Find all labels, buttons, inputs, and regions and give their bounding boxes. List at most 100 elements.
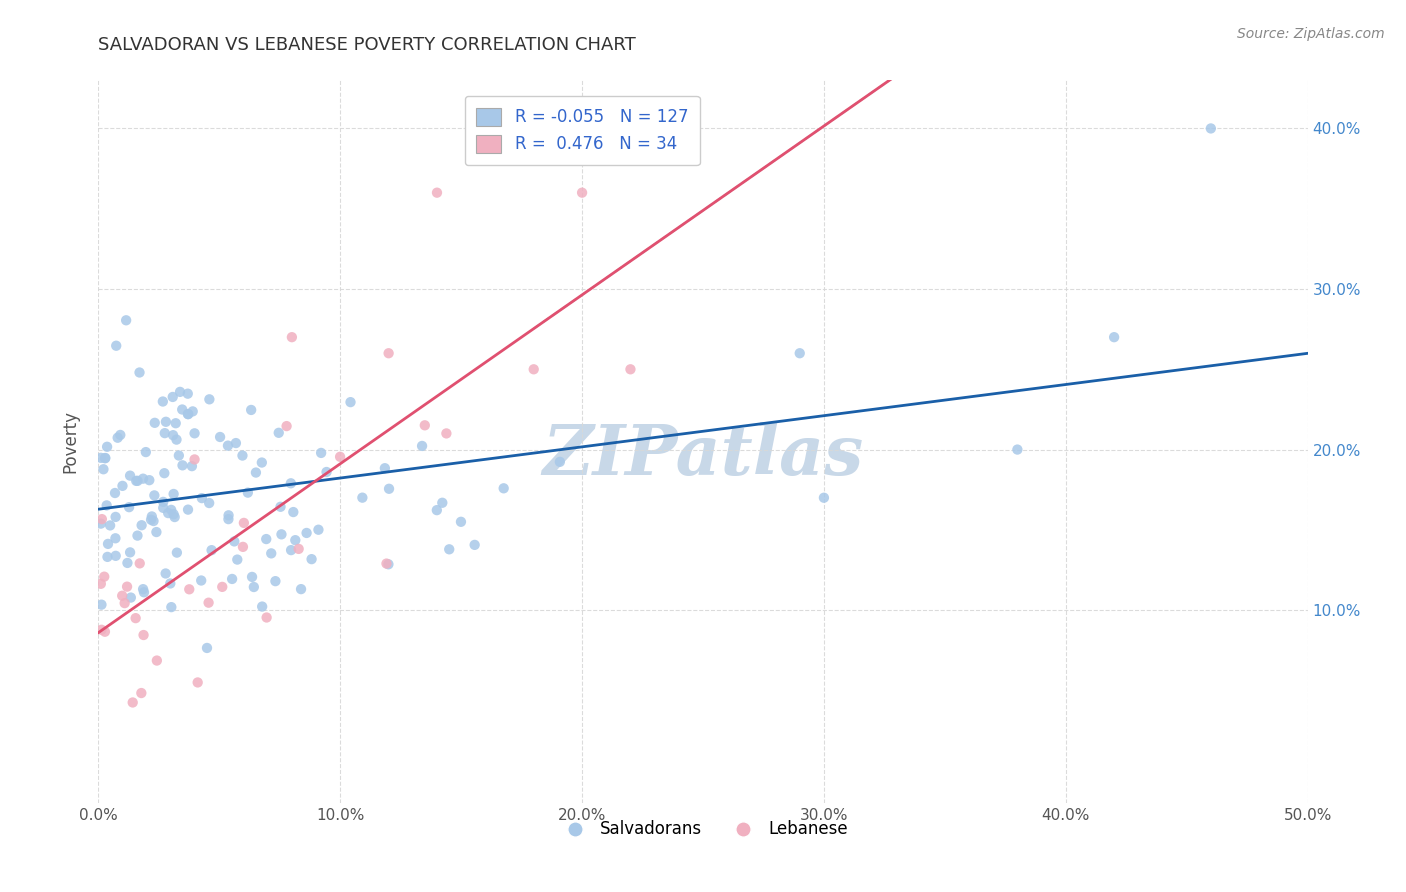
Point — [107, 431, 129, 445]
Point — [276, 419, 298, 434]
Point — [243, 580, 266, 594]
Point — [115, 313, 138, 327]
Point — [426, 186, 449, 200]
Point — [413, 418, 436, 433]
Point — [166, 546, 188, 560]
Point — [111, 479, 134, 493]
Point — [141, 509, 163, 524]
Point — [195, 640, 218, 655]
Point — [177, 386, 200, 401]
Point — [434, 426, 457, 441]
Point — [139, 513, 162, 527]
Point — [160, 600, 183, 615]
Text: Source: ZipAtlas.com: Source: ZipAtlas.com — [1237, 27, 1385, 41]
Point — [225, 436, 247, 450]
Text: SALVADORAN VS LEBANESE POVERTY CORRELATION CHART: SALVADORAN VS LEBANESE POVERTY CORRELATI… — [98, 36, 636, 54]
Point — [155, 566, 177, 581]
Point — [127, 528, 149, 542]
Point — [619, 362, 641, 376]
Point — [90, 512, 112, 526]
Point — [1102, 330, 1125, 344]
Point — [90, 598, 112, 612]
Point — [162, 428, 184, 442]
Point — [181, 404, 204, 418]
Point — [295, 525, 318, 540]
Point — [283, 505, 305, 519]
Point — [260, 546, 283, 560]
Point — [131, 518, 153, 533]
Point — [90, 450, 112, 465]
Point — [94, 624, 117, 639]
Point — [152, 500, 174, 515]
Point — [231, 449, 253, 463]
Point — [254, 532, 277, 546]
Point — [226, 552, 249, 566]
Point — [264, 574, 287, 589]
Point — [172, 458, 194, 473]
Point — [1007, 442, 1029, 457]
Point — [270, 500, 292, 514]
Point — [97, 537, 120, 551]
Point — [329, 450, 352, 464]
Point — [236, 485, 259, 500]
Point — [118, 500, 141, 515]
Point — [135, 445, 157, 459]
Point — [309, 446, 332, 460]
Point — [270, 527, 292, 541]
Point — [166, 433, 188, 447]
Point — [96, 440, 118, 454]
Point — [307, 523, 329, 537]
Point — [240, 570, 263, 584]
Point — [179, 582, 201, 597]
Point — [96, 499, 118, 513]
Point — [183, 426, 205, 441]
Point — [1199, 121, 1222, 136]
Text: ZIPatlas: ZIPatlas — [543, 422, 863, 490]
Point — [450, 515, 472, 529]
Point — [142, 514, 165, 528]
Point — [125, 474, 148, 488]
Point — [145, 524, 167, 539]
Point — [198, 392, 221, 407]
Point — [375, 557, 398, 571]
Point — [120, 591, 142, 605]
Point — [432, 496, 454, 510]
Point — [464, 538, 486, 552]
Point — [256, 610, 278, 624]
Point — [224, 534, 246, 549]
Point — [492, 481, 515, 495]
Point — [280, 543, 302, 558]
Point — [105, 339, 128, 353]
Point — [90, 623, 112, 637]
Point — [339, 395, 361, 409]
Point — [177, 407, 200, 421]
Point — [232, 516, 254, 530]
Point — [813, 491, 835, 505]
Point — [143, 416, 166, 430]
Point — [110, 428, 132, 442]
Point — [104, 549, 127, 563]
Point — [181, 459, 204, 474]
Point — [93, 462, 115, 476]
Point — [301, 552, 323, 566]
Point — [211, 580, 233, 594]
Point — [152, 394, 174, 409]
Point — [218, 508, 240, 523]
Point — [121, 696, 143, 710]
Point — [315, 465, 337, 479]
Point — [290, 582, 312, 596]
Point — [90, 576, 112, 591]
Point — [250, 599, 273, 614]
Point — [132, 585, 155, 599]
Legend: Salvadorans, Lebanese: Salvadorans, Lebanese — [551, 814, 855, 845]
Point — [104, 531, 127, 545]
Point — [153, 466, 176, 480]
Point — [217, 512, 239, 526]
Point — [94, 450, 117, 465]
Point — [267, 425, 290, 440]
Point — [143, 488, 166, 502]
Point — [191, 491, 214, 505]
Point — [789, 346, 811, 360]
Point — [94, 451, 117, 466]
Point — [197, 596, 219, 610]
